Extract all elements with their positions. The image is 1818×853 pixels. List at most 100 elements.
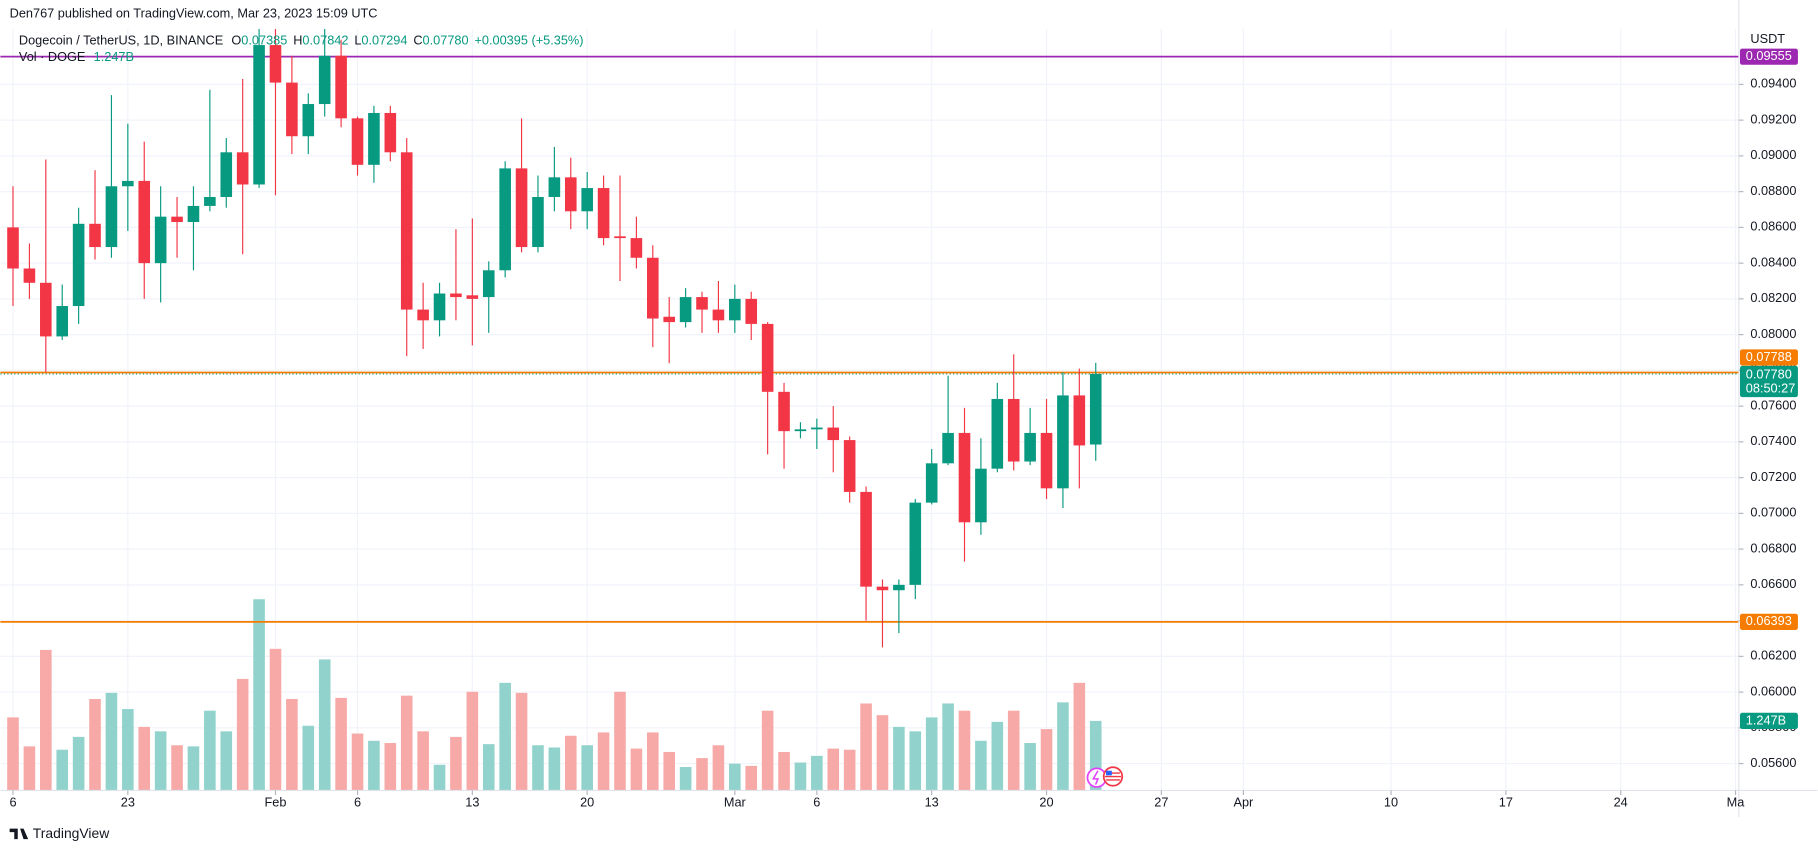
volume-bar: [499, 682, 511, 791]
candle-body: [56, 306, 69, 337]
ohlc-prefix: H: [293, 33, 302, 48]
candle-body: [696, 297, 708, 310]
y-tick-label: 0.06600: [1750, 576, 1796, 591]
candle-body: [581, 188, 593, 212]
volume-bar: [138, 726, 151, 791]
volume-name: Vol · DOGE: [19, 49, 86, 64]
y-tick-label: 0.07200: [1750, 469, 1796, 484]
candle-body: [876, 586, 889, 591]
volume-layer: [7, 599, 1102, 791]
icon: [1091, 770, 1100, 785]
price-line-label-box: [1739, 349, 1798, 366]
candle-body: [761, 323, 774, 392]
x-tick-label: Mar: [724, 795, 747, 810]
volume-bar: [532, 745, 544, 791]
symbol-title: Dogecoin / TetherUS, 1D, BINANCE: [19, 33, 223, 48]
x-tick-label: 20: [580, 795, 594, 810]
volume-bar: [23, 746, 36, 791]
candle-body: [318, 55, 331, 105]
volume-bar: [925, 717, 938, 791]
x-tick-label: 6: [354, 795, 361, 810]
candle-body: [1040, 432, 1053, 489]
volume-legend: Vol · DOGE 1.247B: [19, 49, 134, 64]
candle-body: [843, 440, 856, 492]
y-tick-label: 0.05600: [1750, 755, 1796, 770]
volume-bar: [811, 755, 823, 791]
volume-bar: [1057, 702, 1069, 791]
volume-bar: [597, 732, 610, 791]
x-tick-label: 6: [9, 795, 16, 810]
candle-body: [663, 316, 676, 323]
candle-body: [778, 391, 790, 432]
axes: 0.056000.058000.060000.062000.064000.066…: [9, 48, 1798, 810]
candle-body: [105, 186, 118, 248]
candle-body: [975, 468, 987, 523]
candle-body: [893, 584, 905, 591]
y-tick-label: 0.08200: [1750, 290, 1796, 305]
candle-body: [122, 180, 134, 187]
volume-value: 1.247B: [94, 49, 134, 64]
candle-body: [204, 196, 216, 206]
candle-body: [269, 45, 282, 83]
y-tick-label: 0.08400: [1750, 254, 1796, 269]
candle-body: [1089, 373, 1102, 445]
y-tick-label: 0.09000: [1750, 147, 1796, 162]
volume-bar: [958, 710, 971, 791]
candle-body: [220, 152, 233, 197]
volume-bar: [302, 725, 315, 791]
candle-body: [909, 502, 922, 585]
publisher: Den767 published on TradingView.com, Mar…: [10, 5, 378, 20]
x-tick-label: Feb: [265, 795, 287, 810]
volume-bar: [122, 709, 134, 791]
grid: [0, 28, 1739, 791]
volume-bar: [269, 648, 282, 791]
x-tick-label: 17: [1499, 795, 1513, 810]
candle-body: [1024, 432, 1036, 462]
last-price-label: 0.07780: [1746, 366, 1792, 381]
volume-bar: [466, 691, 479, 791]
y-tick-label: 0.08600: [1750, 219, 1796, 234]
volume-bar: [417, 731, 429, 791]
volume-bar: [860, 703, 872, 791]
candle-body: [335, 55, 347, 119]
candle-body: [138, 180, 151, 264]
candle-body: [466, 295, 479, 299]
y-tick-label: 0.08000: [1750, 326, 1796, 341]
volume-bar: [1024, 743, 1036, 791]
volume-bar: [318, 659, 331, 791]
price-line-label: 0.07788: [1746, 349, 1792, 364]
volume-bar: [843, 749, 856, 791]
ohlc-value: 0.07294: [361, 33, 407, 48]
ohlc-prefix: C: [413, 33, 422, 48]
x-tick-label: 23: [121, 795, 135, 810]
volume-bar: [778, 751, 790, 791]
volume-bar: [400, 695, 413, 791]
x-tick-label: 6: [813, 795, 820, 810]
brand: TradingView: [33, 825, 110, 841]
candle-body: [40, 282, 52, 337]
volume-bar: [236, 678, 249, 791]
volume-bar: [335, 697, 347, 791]
volume-bar: [220, 731, 233, 791]
volume-bar: [909, 731, 922, 791]
candle-body: [7, 227, 19, 269]
volume-bar: [761, 710, 774, 791]
volume-bar: [745, 765, 758, 791]
logo: [9, 828, 29, 840]
candle-body: [597, 188, 610, 239]
price-lines: [0, 55, 1739, 623]
brand-logo: TradingView: [9, 825, 110, 841]
candle-body: [23, 268, 36, 283]
candle-body: [368, 112, 380, 165]
y-tick-label: 0.06000: [1750, 683, 1796, 698]
volume-bar: [286, 698, 298, 791]
volume-bar: [581, 745, 593, 791]
candle-body: [942, 432, 954, 464]
candle-body: [811, 427, 823, 430]
volume-bar: [614, 691, 626, 791]
volume-label: 1.247B: [1746, 712, 1786, 727]
y-tick-label: 0.07000: [1750, 505, 1796, 520]
candle-body: [89, 223, 101, 248]
